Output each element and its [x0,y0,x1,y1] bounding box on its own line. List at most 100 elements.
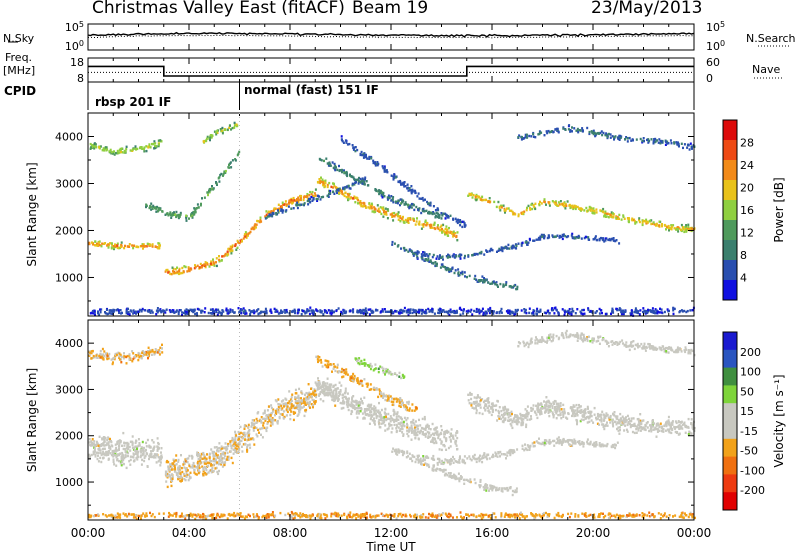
data-point [272,408,275,411]
data-point [136,458,139,461]
data-point [193,213,196,216]
data-point [481,398,484,401]
data-point [321,178,324,181]
data-point [583,411,586,415]
data-point [413,208,416,212]
data-point [282,399,285,402]
data-point [631,430,634,434]
data-point [413,219,415,222]
data-point [347,401,350,405]
data-point [345,397,348,400]
data-point [287,401,289,405]
data-point [442,229,445,232]
data-point [159,310,162,313]
data-point [177,214,180,217]
data-point [276,310,279,313]
data-point [663,310,666,314]
data-point [114,151,117,155]
power-band-12 [264,176,368,220]
data-point [170,216,173,219]
data-point [339,169,342,172]
data-point [212,463,215,466]
data-point [396,412,399,416]
data-point [288,199,291,202]
data-point [108,446,111,449]
data-point [420,429,422,432]
data-point [454,269,457,272]
data-point [239,431,242,435]
data-point [504,209,507,212]
data-point [395,423,398,427]
data-point [114,243,116,246]
data-point [297,203,300,206]
data-point [320,176,322,179]
data-point [131,455,134,458]
data-point [201,457,204,460]
data-point [118,311,120,314]
data-point [513,420,516,423]
data-point [658,224,661,227]
data-point [551,405,554,408]
data-point [489,282,492,285]
data-point [420,211,423,215]
data-point [382,191,385,195]
data-point [534,202,537,205]
data-point [144,454,147,458]
data-point [337,394,340,397]
data-point [96,242,98,245]
data-point [431,226,434,229]
data-point [193,309,196,313]
data-point [537,402,540,405]
data-point [194,207,197,211]
data-point [90,146,92,149]
data-point [649,309,651,312]
data-point [440,448,443,452]
data-point [633,310,636,314]
data-point [242,307,245,310]
data-point [670,142,673,145]
data-point [420,253,423,256]
data-point [644,428,647,432]
data-point [166,485,169,489]
data-point [673,425,676,429]
data-point [94,453,97,456]
data-point [476,394,479,397]
data-point [554,202,557,206]
data-point [561,237,564,241]
data-point [500,246,503,250]
data-point [227,247,230,251]
data-point [595,132,598,136]
data-point [647,138,650,141]
power-band-9 [391,240,519,291]
data-point [588,132,591,136]
data-point [361,412,364,415]
data-point [335,393,338,396]
data-point [515,287,518,291]
data-point [661,223,663,226]
data-point [631,138,634,141]
data-point [295,199,298,203]
data-point [244,442,247,446]
data-point [635,221,638,224]
data-point [402,422,405,425]
data-point [186,469,189,472]
data-point [639,413,642,416]
data-point [112,245,115,248]
data-point [659,139,662,143]
data-point [221,309,224,312]
data-point [475,252,478,256]
data-point [417,437,420,440]
data-point [475,407,477,410]
data-point [158,244,161,247]
data-point [356,309,359,312]
data-point [438,433,441,436]
data-point [344,139,347,142]
data-point [411,311,414,315]
data-point [291,393,294,396]
data-point [574,207,577,211]
data-point [606,135,609,139]
data-point [539,200,541,204]
data-point [256,435,259,438]
data-point [200,311,203,314]
data-point [494,283,497,286]
